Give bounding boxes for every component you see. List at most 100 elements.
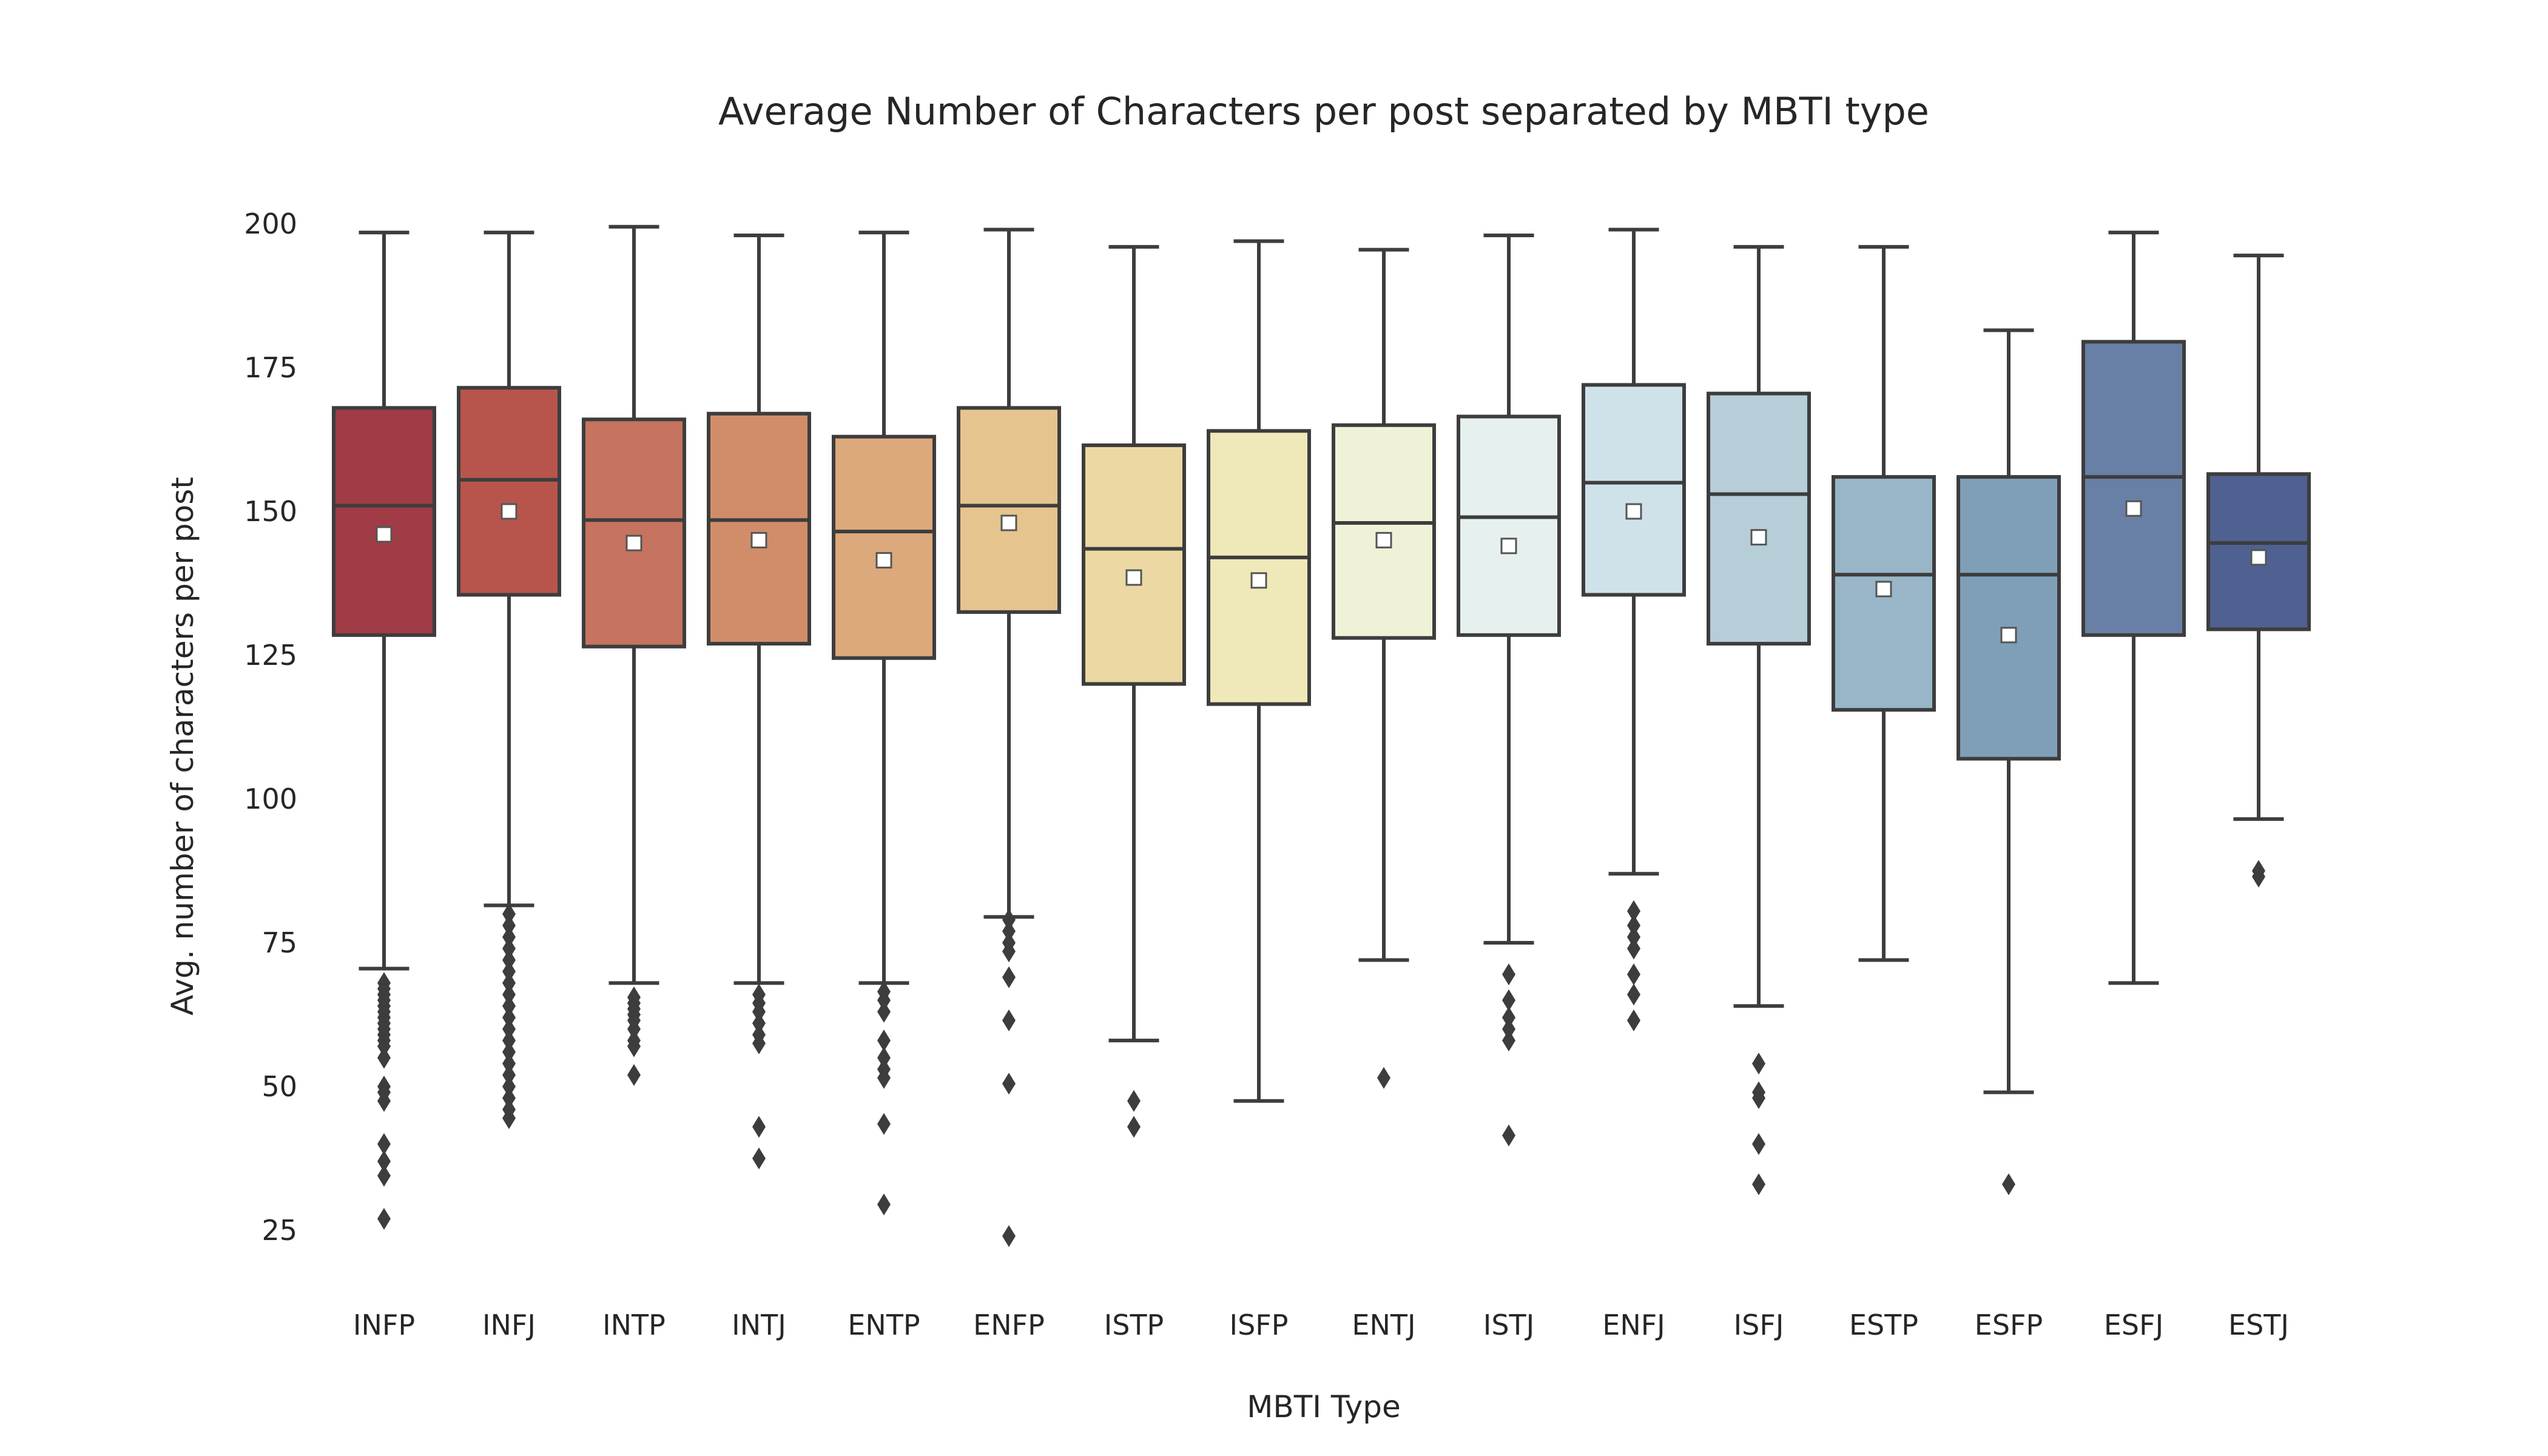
mean-marker: [750, 531, 767, 548]
outlier-point: [502, 1018, 516, 1040]
outlier-point: [502, 1053, 516, 1075]
outlier-point: [1627, 1009, 1640, 1031]
x-tick-label: ENFJ: [1602, 1309, 1665, 1341]
outlier-point: [377, 1133, 391, 1155]
outlier-point: [1127, 1116, 1141, 1138]
outlier-point: [1002, 966, 1016, 988]
x-tick-label: ESTJ: [2228, 1309, 2289, 1341]
box-isfp: [1207, 239, 1311, 1103]
outlier-point: [877, 1000, 891, 1023]
y-tick-label: 175: [244, 351, 297, 384]
box-istp: [1082, 244, 1186, 1138]
outlier-point: [2002, 1173, 2015, 1196]
iqr-box: [1207, 429, 1311, 706]
outlier-point: [1752, 1053, 1765, 1075]
x-tick-label: ENTP: [848, 1309, 920, 1341]
outlier-point: [1502, 989, 1515, 1011]
iqr-box: [707, 411, 811, 646]
outlier-point: [1127, 1090, 1141, 1112]
outlier-point: [1502, 1124, 1515, 1147]
x-tick-label: ISTP: [1104, 1309, 1164, 1341]
iqr-box: [1956, 475, 2061, 761]
y-tick-label: 50: [261, 1070, 297, 1103]
outlier-point: [1752, 1173, 1765, 1196]
x-tick-label: ISTJ: [1483, 1309, 1534, 1341]
outlier-point: [2252, 865, 2265, 888]
outlier-point: [627, 1018, 641, 1040]
outlier-point: [502, 937, 516, 960]
outlier-point: [877, 1113, 891, 1135]
box-enfp: [957, 228, 1061, 1247]
outlier-point: [877, 1193, 891, 1216]
outlier-point: [1377, 1067, 1390, 1089]
outlier-point: [502, 914, 516, 937]
outlier-point: [1002, 940, 1016, 963]
outlier-point: [1502, 1030, 1515, 1052]
x-tick-label: ENFP: [973, 1309, 1045, 1341]
outlier-point: [1002, 920, 1016, 943]
box-entp: [832, 231, 936, 1216]
iqr-box: [457, 386, 561, 597]
mean-marker: [376, 526, 393, 543]
x-axis-ticks: INFP INFJ INTP INTJ ENTP ENFP ISTP ISFP ENTJ ISTJ…: [353, 1309, 2289, 1341]
outlier-point: [752, 1032, 766, 1054]
box-intp: [582, 224, 686, 1087]
outlier-point: [877, 1046, 891, 1069]
box-isfj: [1707, 244, 1811, 1196]
iqr-box: [957, 406, 1061, 614]
iqr-box: [1082, 443, 1186, 686]
outlier-point: [502, 995, 516, 1017]
iqr-box: [2081, 340, 2186, 637]
outlier-point: [752, 1000, 766, 1023]
x-tick-label: ISFJ: [1734, 1309, 1784, 1341]
outlier-point: [1752, 1087, 1765, 1109]
x-tick-label: ENTJ: [1352, 1309, 1415, 1341]
x-tick-label: ESFJ: [2104, 1309, 2163, 1341]
box-entj: [1332, 248, 1436, 1089]
box-esfp: [1956, 328, 2061, 1196]
mean-marker: [1125, 569, 1142, 586]
boxes-group: [332, 224, 2311, 1247]
outlier-point: [502, 983, 516, 1006]
x-tick-label: ISFP: [1230, 1309, 1289, 1341]
y-tick-label: 150: [244, 495, 297, 528]
x-tick-label: INTP: [602, 1309, 666, 1341]
x-tick-label: INFP: [353, 1309, 415, 1341]
outlier-point: [1002, 909, 1016, 931]
x-tick-label: INFJ: [482, 1309, 536, 1341]
box-estj: [2206, 254, 2311, 888]
x-tick-label: ESFP: [1975, 1309, 2043, 1341]
outlier-point: [502, 1041, 516, 1063]
mean-marker: [1250, 572, 1267, 589]
outlier-point: [502, 960, 516, 983]
iqr-box: [1582, 383, 1686, 597]
mean-marker: [2125, 500, 2142, 517]
outlier-point: [1752, 1133, 1765, 1155]
mean-marker: [1875, 581, 1892, 598]
outlier-point: [377, 1150, 391, 1173]
outlier-point: [502, 1107, 516, 1130]
outlier-point: [502, 949, 516, 971]
box-infp: [332, 231, 436, 1230]
outlier-point: [1627, 937, 1640, 960]
y-tick-label: 75: [261, 926, 297, 959]
y-tick-label: 200: [244, 207, 297, 240]
mean-marker: [500, 503, 517, 520]
outlier-point: [1502, 963, 1515, 986]
y-tick-label: 100: [244, 783, 297, 815]
iqr-box: [332, 406, 436, 637]
outlier-point: [502, 903, 516, 925]
outlier-point: [502, 1087, 516, 1109]
box-enfj: [1582, 228, 1686, 1031]
outlier-point: [1002, 1073, 1016, 1095]
outlier-point: [377, 1035, 391, 1057]
chart-title: Average Number of Characters per post se…: [718, 89, 1929, 133]
outlier-point: [627, 1064, 641, 1087]
y-tick-label: 125: [244, 639, 297, 672]
outlier-point: [502, 1064, 516, 1087]
mean-marker: [1500, 538, 1517, 554]
mean-marker: [2250, 549, 2267, 566]
outlier-point: [752, 1147, 766, 1170]
outlier-point: [1627, 900, 1640, 922]
